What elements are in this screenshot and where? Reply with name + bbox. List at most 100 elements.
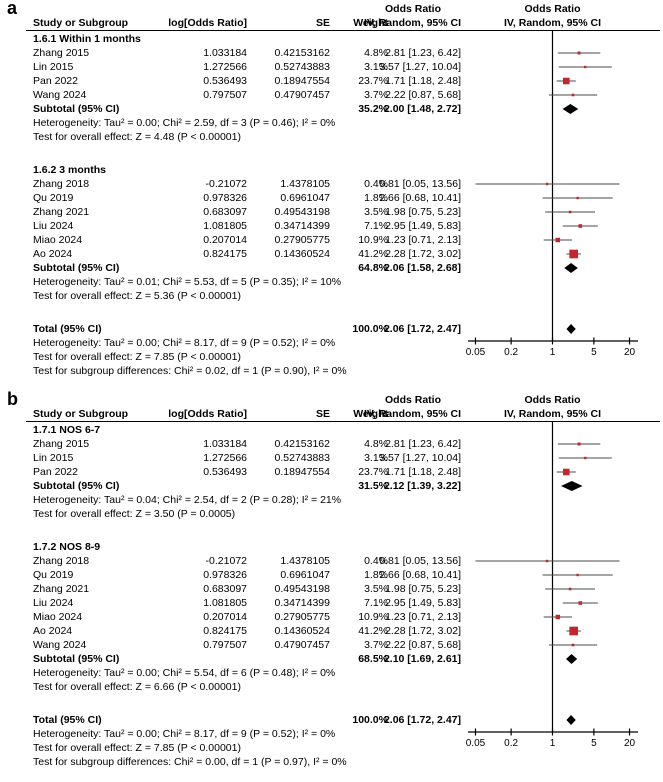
weight-value: 3.7% — [364, 639, 388, 651]
table-row: 1.7.1 NOS 6-7 — [0, 423, 663, 437]
ci-text-value: 1.98 [0.75, 5.23] — [385, 206, 461, 218]
header-odds-ratio-text: Odds Ratio — [384, 3, 441, 15]
header-se: SE — [315, 17, 330, 29]
study-name: Liu 2024 — [33, 220, 74, 232]
stats-note: Test for overall effect: Z = 3.50 (P = 0… — [33, 508, 236, 520]
study-name: Wang 2024 — [33, 89, 87, 101]
ci-text-value: 2.22 [0.87, 5.68] — [385, 89, 461, 101]
header-underline — [26, 421, 660, 422]
subtotal-weight: 35.2% — [358, 103, 388, 115]
se-value: 0.47907457 — [274, 89, 330, 101]
subtotal-ci-text: 2.06 [1.58, 2.68] — [383, 262, 461, 274]
study-name: Ao 2024 — [33, 248, 73, 260]
study-name: Qu 2019 — [33, 569, 74, 581]
table-row: Subtotal (95% CI) 68.5% 2.10 [1.69, 2.61] — [0, 652, 663, 666]
log-odds-ratio-value: 0.683097 — [203, 206, 247, 218]
header-method-plot: IV, Random, 95% CI — [503, 17, 602, 29]
effect-square — [555, 237, 561, 243]
se-value: 0.27905775 — [274, 234, 330, 246]
table-row: Subtotal (95% CI) 31.5% 2.12 [1.39, 3.22] — [0, 479, 663, 493]
study-name: Qu 2019 — [33, 192, 74, 204]
ci-text-value: 2.28 [1.72, 3.02] — [385, 248, 461, 260]
study-name: Zhang 2021 — [33, 583, 90, 595]
subtotal-label: Subtotal (95% CI) — [33, 480, 120, 492]
pooled-diamond — [566, 715, 576, 725]
header-se: SE — [315, 408, 330, 420]
header-log-odds-ratio: log[Odds Ratio] — [168, 17, 247, 29]
stats-note: Heterogeneity: Tau² = 0.00; Chi² = 8.17,… — [33, 337, 336, 349]
subtotal-label: Subtotal (95% CI) — [33, 653, 120, 665]
se-value: 0.34714399 — [274, 597, 330, 609]
ci-text-value: 2.81 [1.23, 6.42] — [385, 47, 461, 59]
effect-square — [578, 224, 583, 228]
se-value: 0.18947554 — [274, 466, 330, 478]
se-value: 0.18947554 — [274, 75, 330, 87]
forest-plot-b: 0.05 0.2 1 5 20 — [466, 422, 638, 749]
stats-note: Test for overall effect: Z = 7.85 (P < 0… — [33, 351, 241, 363]
ci-text-value: 2.81 [1.23, 6.42] — [385, 438, 461, 450]
table-row: Liu 2024 1.081805 0.34714399 7.1% 2.95 [1.49… — [0, 219, 663, 233]
se-value: 0.6961047 — [280, 192, 330, 204]
effect-square — [568, 210, 572, 214]
total-ci-text: 2.06 [1.72, 2.47] — [383, 714, 461, 726]
effect-square — [569, 626, 579, 636]
subtotal-label: Subtotal (95% CI) — [33, 103, 120, 115]
table-row: Heterogeneity: Tau² = 0.00; Chi² = 2.59,… — [0, 116, 663, 130]
effect-square — [569, 249, 579, 259]
table-row: Test for overall effect: Z = 4.48 (P < 0… — [0, 130, 663, 144]
table-row: Heterogeneity: Tau² = 0.00; Chi² = 8.17,… — [0, 336, 663, 350]
column-header-row: Odds Ratio Odds Ratio Study or Subgroup log… — [0, 391, 663, 422]
table-row: Zhang 2018 -0.21072 1.4378105 0.4% 0.81 [0.0… — [0, 177, 663, 191]
axis-tick-label: 20 — [624, 738, 636, 749]
ci-text-value: 2.66 [0.68, 10.41] — [379, 569, 461, 581]
ci-text-value: 2.22 [0.87, 5.68] — [385, 639, 461, 651]
table-row: Zhang 2021 0.683097 0.49543198 3.5% 1.98 [0.… — [0, 582, 663, 596]
header-odds-ratio-plot: Odds Ratio — [524, 394, 581, 406]
effect-square — [545, 559, 549, 563]
subgroup-heading: 1.7.1 NOS 6-7 — [33, 424, 101, 436]
table-row: Subtotal (95% CI) 64.8% 2.06 [1.58, 2.68] — [0, 261, 663, 275]
weight-value: 3.5% — [364, 206, 388, 218]
effect-square — [555, 614, 561, 620]
total-weight: 100.0% — [352, 714, 388, 726]
stats-note: Test for overall effect: Z = 6.66 (P < 0… — [33, 681, 241, 693]
study-name: Pan 2022 — [33, 466, 78, 478]
weight-value: 41.2% — [358, 248, 388, 260]
ci-text-value: 2.28 [1.72, 3.02] — [385, 625, 461, 637]
subtotal-ci-text: 2.00 [1.48, 2.72] — [383, 103, 461, 115]
se-value: 0.52743883 — [274, 452, 330, 464]
axis-tick-label: 1 — [550, 347, 556, 358]
table-row: Subtotal (95% CI) 35.2% 2.00 [1.48, 2.72] — [0, 102, 663, 116]
axis-tick-label: 0.05 — [466, 738, 486, 749]
total-label: Total (95% CI) — [33, 323, 102, 335]
panel-b: b Odds Ratio Odds Ratio Study or Subgroup lo… — [0, 390, 663, 782]
stats-note: Heterogeneity: Tau² = 0.00; Chi² = 8.17,… — [33, 728, 336, 740]
effect-square — [571, 643, 575, 647]
se-value: 1.4378105 — [280, 555, 330, 567]
weight-value: 23.7% — [358, 466, 388, 478]
table-row: Pan 2022 0.536493 0.18947554 23.7% 1.71 [1.1… — [0, 465, 663, 479]
table-row: Zhang 2021 0.683097 0.49543198 3.5% 1.98 [0.… — [0, 205, 663, 219]
stats-note: Test for subgroup differences: Chi² = 0.… — [33, 365, 347, 377]
effect-square — [576, 573, 579, 577]
header-underline — [26, 30, 660, 31]
table-row: Test for subgroup differences: Chi² = 0.… — [0, 364, 663, 378]
effect-square — [577, 51, 581, 55]
axis-tick-label: 5 — [591, 347, 597, 358]
header-study: Study or Subgroup — [33, 408, 129, 420]
table-row: Zhang 2015 1.033184 0.42153162 4.8% 2.81 [1.… — [0, 46, 663, 60]
log-odds-ratio-value: 0.978326 — [203, 192, 247, 204]
ci-text-value: 1.71 [1.18, 2.48] — [385, 75, 461, 87]
se-value: 0.6961047 — [280, 569, 330, 581]
pooled-diamond — [566, 324, 576, 334]
se-value: 0.27905775 — [274, 611, 330, 623]
table-row: Lin 2015 1.272566 0.52743883 3.1% 3.57 [1.27… — [0, 451, 663, 465]
panel-label-a: a — [7, 0, 18, 18]
se-value: 0.42153162 — [274, 47, 330, 59]
table-row: Total (95% CI) 100.0% 2.06 [1.72, 2.47] — [0, 322, 663, 336]
weight-value: 41.2% — [358, 625, 388, 637]
weight-value: 10.9% — [358, 234, 388, 246]
stats-note: Test for overall effect: Z = 5.36 (P < 0… — [33, 290, 241, 302]
log-odds-ratio-value: 1.033184 — [203, 438, 247, 450]
weight-value: 1.8% — [364, 569, 388, 581]
